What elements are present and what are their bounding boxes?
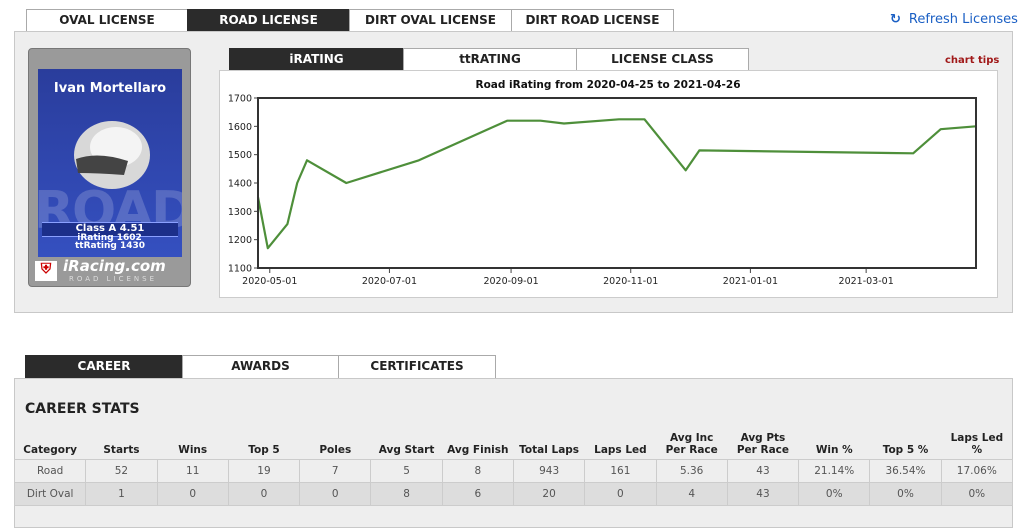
y-tick-label: 1500 — [228, 150, 252, 161]
column-header: Avg Start — [378, 443, 435, 456]
chart-title: Road iRating from 2020-04-25 to 2021-04-… — [475, 79, 740, 91]
stats-cell: 0% — [798, 481, 871, 506]
column-header: Avg Pts Per Race — [736, 431, 790, 456]
class-bar — [42, 222, 178, 237]
column-header: Laps Led — [594, 443, 647, 456]
stats-cell: 0% — [869, 481, 942, 506]
chart-tab[interactable]: LICENSE CLASS — [576, 48, 749, 71]
license-card: ROAD Ivan Mortellaro Class A 4.51 ttRati… — [28, 48, 191, 287]
x-tick-label: 2021-03-01 — [839, 276, 894, 287]
ttrating: ttRating 1430 — [74, 241, 146, 251]
stats-title: CAREER STATS — [25, 401, 140, 417]
career-tab[interactable]: AWARDS — [182, 355, 339, 378]
stats-cell: 5.36 — [655, 458, 728, 483]
column-header: Category — [23, 443, 77, 456]
y-tick-label: 1300 — [228, 207, 252, 218]
stats-cell: 1 — [85, 481, 158, 506]
refresh-icon: ↻ — [890, 12, 901, 27]
career-tab[interactable]: CAREER — [25, 355, 183, 378]
column-header: Win % — [815, 443, 853, 456]
stats-cell: 0% — [940, 481, 1014, 506]
stats-cell: 8 — [441, 458, 514, 483]
stats-row: Road 52 11 19 7 5 8 943 161 5.36 43 21.14% 36.54% 17.… — [13, 458, 1014, 483]
refresh-text: Refresh Licenses — [908, 12, 1018, 27]
tab[interactable]: OVAL LICENSE — [26, 9, 188, 32]
chart-tab[interactable]: iRATING — [229, 48, 404, 71]
stats-cell: 52 — [85, 458, 158, 483]
logo-mark: ⛨ — [35, 261, 57, 281]
column-header: Avg Inc Per Race — [665, 431, 718, 456]
chart-tips[interactable]: chart tips — [945, 55, 1000, 66]
stats-cell: 0 — [584, 481, 657, 506]
stats-cell: 0 — [299, 481, 372, 506]
chart: Road iRating from 2020-04-25 to 2021-04-… — [228, 79, 977, 287]
stats-cell: 0 — [156, 481, 229, 506]
helmet-visor — [76, 155, 128, 175]
x-tick-label: 2020-11-01 — [603, 276, 658, 287]
stats-cell: 161 — [584, 458, 657, 483]
x-tick-label: 2020-05-01 — [242, 276, 297, 287]
x-tick-label: 2020-07-01 — [362, 276, 417, 287]
y-tick-label: 1400 — [228, 179, 252, 190]
column-header: Top 5 — [248, 443, 280, 456]
y-tick-label: 1100 — [228, 264, 252, 275]
stats-cell: 0 — [227, 481, 301, 506]
career-tab[interactable]: CERTIFICATES — [338, 355, 496, 378]
stats-cell: 43 — [726, 458, 800, 483]
plot-frame — [257, 97, 977, 269]
stats-cell: 11 — [156, 458, 229, 483]
tab[interactable]: DIRT ROAD LICENSE — [511, 9, 674, 32]
stats-cell: 5 — [370, 458, 443, 483]
helmet — [74, 121, 150, 189]
brand: iRacing.com — [63, 257, 166, 275]
rating-line — [256, 118, 977, 250]
chart-box — [219, 70, 998, 298]
column-header: Total Laps — [519, 443, 580, 456]
stats-cell: 6 — [441, 481, 514, 506]
column-header: Avg Finish — [447, 443, 509, 456]
tab[interactable]: ROAD LICENSE — [187, 9, 350, 32]
tab[interactable]: DIRT OVAL LICENSE — [349, 9, 512, 32]
stats-cell: 943 — [512, 458, 586, 483]
stats-cell: 21.14% — [798, 458, 871, 483]
column-header: Laps Led % — [950, 431, 1004, 456]
stats-row: Dirt Oval 1 0 0 0 8 6 20 0 4 43 0% 0% 0% — [13, 481, 1014, 506]
chart-tab[interactable]: ttRATING — [403, 48, 577, 71]
stats-cell: 19 — [227, 458, 301, 483]
stats-cell: 20 — [512, 481, 586, 506]
x-tick-label: 2021-01-01 — [723, 276, 778, 287]
y-tick-label: 1200 — [228, 235, 252, 246]
stats-cell: 8 — [370, 481, 443, 506]
column-header: Wins — [178, 443, 208, 456]
header-row: Category Starts Wins Top 5 Poles Avg Start Avg… — [15, 426, 1013, 459]
license-label: ROAD LICENSE — [69, 275, 158, 283]
column-header: Poles — [319, 443, 352, 456]
x-tick-label: 2020-09-01 — [483, 276, 538, 287]
license-class: Class A 4.51 — [75, 223, 145, 234]
column-header: Starts — [103, 443, 140, 456]
stats-cell: 4 — [655, 481, 728, 506]
stats-table: Category Starts Wins Top 5 Poles Avg Start Avg… — [13, 426, 1014, 506]
y-tick-label: 1600 — [228, 122, 252, 133]
stats-cell: 7 — [299, 458, 372, 483]
column-header: Top 5 % — [882, 443, 929, 456]
stats-cell: 43 — [726, 481, 800, 506]
stats-cell: 17.06% — [940, 458, 1014, 483]
irating: iRating 1602 — [77, 233, 142, 243]
card-face: ROAD Ivan Mortellaro Class A 4.51 ttRati… — [38, 69, 182, 257]
stats-cell: Dirt Oval — [13, 481, 87, 506]
y-tick-label: 1700 — [228, 94, 252, 105]
stats-cell: 36.54% — [869, 458, 942, 483]
driver-name: Ivan Mortellaro — [53, 81, 167, 96]
stats-cell: Road — [13, 458, 87, 483]
refresh-link[interactable]: ↻ Refresh Licenses — [890, 12, 1018, 27]
